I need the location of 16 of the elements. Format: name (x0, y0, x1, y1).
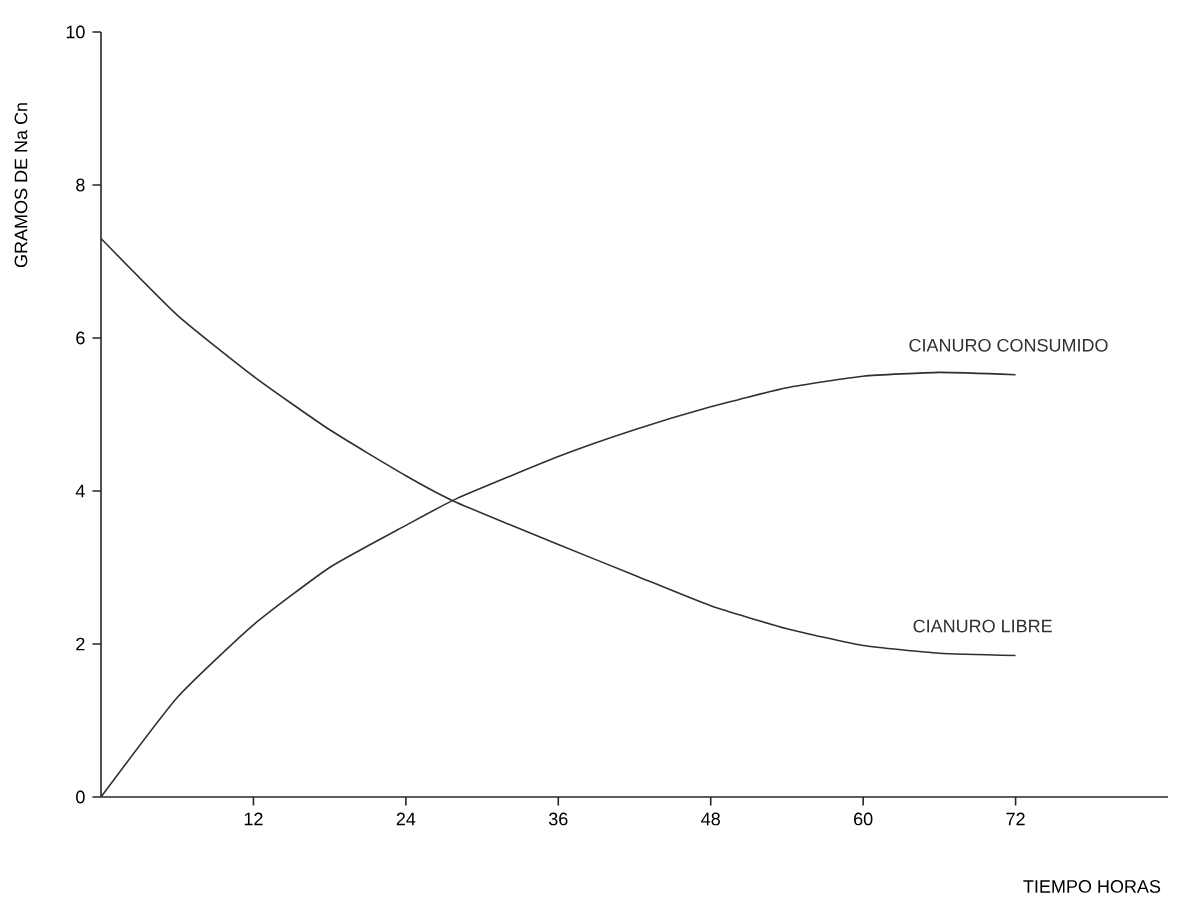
y-tick-label: 0 (76, 790, 85, 804)
y-tick-label: 2 (76, 637, 85, 651)
x-tick-label: 60 (854, 812, 873, 826)
x-axis-title: TIEMPO HORAS (1023, 880, 1161, 893)
y-tick-label: 4 (75, 484, 85, 498)
y-tick-label: 6 (76, 331, 85, 345)
x-tick-label: 72 (1006, 812, 1025, 826)
x-tick-label: 36 (548, 812, 568, 826)
series-label: CIANURO CONSUMIDO (909, 338, 1108, 352)
x-tick-label: 24 (396, 812, 416, 826)
y-axis-title: GRAMOS DE Na Cn (14, 103, 28, 268)
series-label: CIANURO LIBRE (913, 619, 1052, 633)
x-tick-label: 48 (701, 812, 720, 826)
y-tick-label: 10 (66, 25, 85, 39)
y-tick-label: 8 (76, 178, 85, 192)
x-tick-label: 12 (244, 812, 263, 826)
